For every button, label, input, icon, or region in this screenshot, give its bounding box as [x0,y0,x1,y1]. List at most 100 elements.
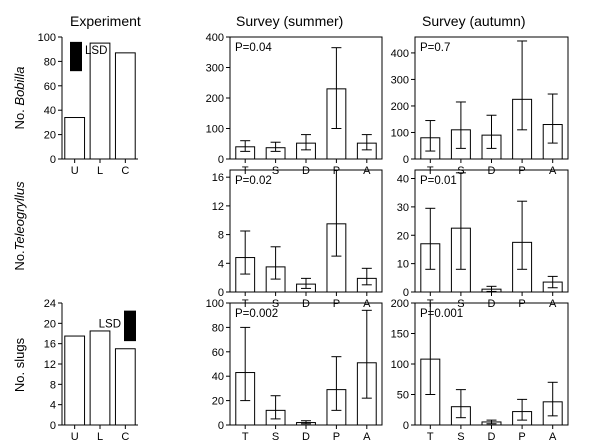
panel-summer-teleogryllus: 0 4 8 12 16 T S D P A P=0.02 [212,169,383,310]
y-tick-label: 40 [44,105,56,117]
x-tick-label: P [333,298,340,310]
y-tick-label: 100 [206,124,224,136]
x-tick-label: P [333,431,340,443]
y-tick-label: 150 [391,329,409,341]
y-tick-label: 50 [397,390,409,402]
y-tick-label: 300 [206,63,224,75]
y-tick-label: 8 [50,379,56,391]
x-tick-label: T [242,165,249,177]
y-tick-label: 0 [403,287,409,299]
lsd-bar [124,310,136,342]
row-label-bobilla-prefix: No. [12,106,27,130]
bar-U [64,335,86,426]
y-tick-label: 4 [50,400,56,412]
p-value-annotation: P=0.7 [420,42,450,54]
x-tick-label: S [272,431,279,443]
x-tick-label: U [71,431,79,443]
y-tick-label: 60 [212,347,224,359]
p-value-annotation: P=0.001 [420,308,463,320]
x-tick-label: L [97,165,103,177]
x-tick-label: A [363,165,371,177]
column-title-summer: Survey (summer) [236,13,343,29]
x-tick-label: D [488,165,496,177]
y-tick-label: 12 [212,201,224,213]
x-tick-label: A [549,431,557,443]
bar-L [89,42,111,160]
p-value-annotation: P=0.002 [235,308,278,320]
y-tick-label: 80 [212,322,224,334]
x-tick-label: A [363,298,371,310]
y-tick-label: 400 [391,48,409,60]
x-tick-label: P [518,431,525,443]
y-tick-label: 200 [391,101,409,113]
chart-panels: 020406080100ULCLSD0100200300400TSDPAP=0.… [38,32,569,443]
y-tick-label: 0 [218,420,224,432]
x-tick-label: S [457,165,464,177]
y-tick-label: 20 [44,130,56,142]
x-tick-label: A [363,431,371,443]
y-tick-label: 0 [50,420,56,432]
y-tick-label: 100 [206,298,224,310]
x-tick-label: D [488,298,496,310]
y-tick-label: 200 [391,298,409,310]
p-value-annotation: P=0.02 [235,175,272,187]
row-label-teleogryllus-italic: Teleogryllus [12,181,27,250]
panel-experiment-slugs: 0 4 8 12 16 20 24 U L C LSD [44,298,138,443]
x-tick-label: A [549,165,557,177]
y-tick-label: 100 [391,127,409,139]
x-tick-label: L [97,431,103,443]
y-tick-label: 30 [397,202,409,214]
y-tick-label: 60 [44,81,56,93]
lsd-label: LSD [99,319,121,331]
panel-autumn-bobilla: 0 100 200 300 400 T S D P A P=0.7 [391,36,569,177]
y-tick-label: 100 [391,359,409,371]
y-tick-label: 0 [403,154,409,166]
x-tick-label: P [518,165,525,177]
x-tick-label: S [457,298,464,310]
panel-autumn-teleogryllus: 010203040TSDPAP=0.01 [397,169,569,310]
y-tick-label: 40 [212,371,224,383]
row-label-slugs: No. slugs [12,337,27,392]
y-tick-label: 20 [44,318,56,330]
x-tick-label: S [272,298,279,310]
x-tick-label: C [121,431,129,443]
y-tick-label: 16 [212,172,224,184]
x-tick-label: S [272,165,279,177]
row-label-bobilla-italic: Bobilla [12,67,27,106]
y-tick-label: 100 [38,32,56,44]
panel-summer-slugs: 0 20 40 60 80 100 T S D P A P=0.002 [206,298,383,443]
panel-autumn-slugs: 0 50 100 150 200 T S D P A P=0.001 [391,298,569,443]
y-tick-label: 12 [44,359,56,371]
x-tick-label: D [302,431,310,443]
bar-L [89,330,111,426]
row-label-teleogryllus-prefix: No. [12,250,27,270]
y-tick-label: 300 [391,74,409,86]
y-tick-label: 0 [218,287,224,299]
y-tick-label: 20 [397,230,409,242]
x-tick-label: P [518,298,525,310]
lsd-bar [70,41,82,72]
bar-C [114,348,136,426]
x-tick-label: U [71,165,79,177]
x-tick-label: T [242,298,249,310]
y-tick-label: 200 [206,93,224,105]
y-tick-label: 8 [218,230,224,242]
row-label-bobilla: No. Bobilla [12,67,27,130]
y-tick-label: 16 [44,339,56,351]
column-title-experiment: Experiment [70,13,141,29]
x-tick-label: T [427,165,434,177]
x-tick-label: S [457,431,464,443]
x-tick-label: T [242,431,249,443]
y-tick-label: 0 [218,154,224,166]
x-tick-label: D [488,431,496,443]
row-label-teleogryllus: No.Teleogryllus [12,181,27,271]
y-tick-label: 20 [212,396,224,408]
y-tick-label: 10 [397,259,409,271]
column-title-autumn: Survey (autumn) [422,13,525,29]
y-tick-label: 0 [50,154,56,166]
panel-experiment-bobilla: 0 20 40 60 80 100 U L C LSD [38,32,138,177]
x-tick-label: T [427,431,434,443]
y-tick-label: 0 [403,420,409,432]
